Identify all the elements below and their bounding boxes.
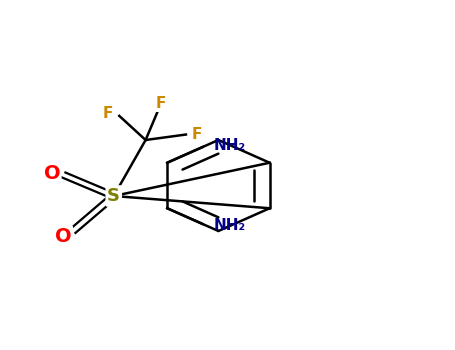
Text: S: S bbox=[107, 187, 120, 205]
Text: F: F bbox=[155, 96, 166, 111]
Text: NH₂: NH₂ bbox=[214, 218, 246, 233]
Text: O: O bbox=[56, 227, 72, 246]
Text: O: O bbox=[44, 164, 61, 183]
Text: NH₂: NH₂ bbox=[214, 138, 246, 153]
Text: F: F bbox=[192, 127, 202, 142]
Text: F: F bbox=[103, 106, 113, 120]
